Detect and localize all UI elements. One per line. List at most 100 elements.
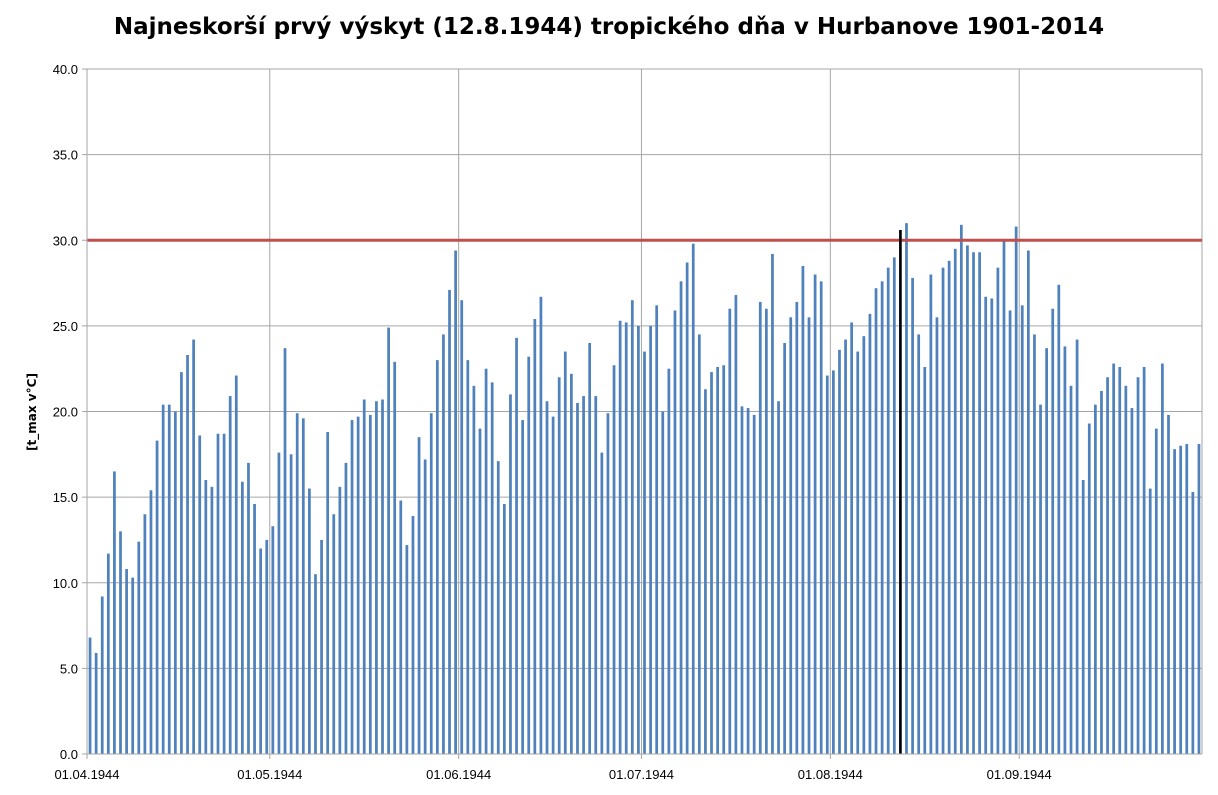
- data-bar: [630, 300, 634, 754]
- data-bar: [795, 301, 799, 754]
- data-bar: [204, 480, 208, 754]
- data-bar: [539, 296, 543, 754]
- data-bar: [393, 361, 397, 754]
- y-tick-label: 40.0: [53, 62, 78, 77]
- data-bar: [764, 308, 768, 754]
- data-bar: [996, 267, 1000, 754]
- data-bar: [533, 319, 537, 754]
- data-bar: [886, 267, 890, 754]
- data-bar: [1087, 423, 1091, 754]
- data-bar: [990, 298, 994, 754]
- data-bar: [502, 503, 506, 754]
- data-bar: [972, 252, 975, 755]
- data-bar: [1008, 310, 1012, 754]
- data-bar: [661, 411, 665, 754]
- y-tick-label: 25.0: [53, 319, 78, 334]
- data-bar: [624, 322, 628, 754]
- data-bar: [423, 459, 427, 754]
- data-bar: [551, 416, 555, 754]
- data-bar: [1161, 363, 1164, 754]
- data-bar: [417, 437, 421, 754]
- data-bar: [710, 372, 713, 754]
- data-bar: [1167, 414, 1170, 754]
- data-bar: [667, 368, 671, 754]
- data-bar: [1185, 444, 1189, 754]
- data-bar: [673, 310, 677, 754]
- data-bar: [563, 351, 567, 754]
- data-bar: [783, 343, 787, 754]
- data-bar: [119, 531, 122, 754]
- data-bar: [923, 366, 927, 754]
- data-bar: [813, 274, 817, 754]
- data-bar: [966, 245, 969, 754]
- data-bar: [1026, 250, 1030, 754]
- x-tick-label: 01.05.1944: [237, 767, 302, 782]
- y-tick-label: 15.0: [53, 490, 78, 505]
- data-bar: [1148, 488, 1152, 754]
- data-bar: [649, 325, 652, 754]
- data-bar: [259, 548, 263, 754]
- data-bar: [850, 322, 854, 754]
- data-bar: [515, 337, 518, 754]
- data-bar: [1051, 308, 1055, 754]
- data-bar: [606, 413, 610, 754]
- data-bar: [874, 288, 878, 754]
- data-bar: [789, 317, 793, 754]
- data-bar: [466, 360, 470, 754]
- y-tick-label: 10.0: [53, 576, 78, 591]
- data-bar: [953, 248, 957, 754]
- data-bar: [1124, 385, 1128, 754]
- data-bar: [844, 339, 847, 754]
- data-bar: [234, 375, 238, 754]
- data-bar: [265, 539, 269, 754]
- data-bar: [856, 351, 860, 754]
- data-bar: [210, 486, 214, 754]
- y-tick-label: 30.0: [53, 233, 78, 248]
- data-bar: [582, 396, 585, 754]
- data-bar: [173, 411, 177, 754]
- data-bar: [277, 452, 281, 754]
- data-bar: [442, 334, 445, 754]
- data-bar: [1130, 408, 1134, 754]
- data-bar: [143, 514, 147, 754]
- data-bar: [1106, 377, 1109, 754]
- data-bar: [1154, 428, 1158, 754]
- data-bar: [527, 356, 531, 754]
- data-bar: [959, 224, 963, 754]
- data-bar: [752, 414, 756, 754]
- data-bar: [1033, 334, 1036, 754]
- data-bar: [917, 334, 921, 754]
- data-bar: [356, 416, 360, 754]
- x-tick-label: 01.04.1944: [54, 767, 119, 782]
- data-bar: [338, 486, 342, 754]
- data-bar: [655, 305, 659, 754]
- data-bar: [362, 399, 366, 754]
- data-bar: [368, 414, 372, 754]
- data-bar: [637, 325, 640, 754]
- data-bar: [1179, 445, 1183, 754]
- data-bar: [180, 372, 183, 754]
- data-bar: [490, 382, 494, 754]
- data-bar: [472, 385, 476, 754]
- data-bar: [978, 252, 981, 755]
- data-bar: [405, 545, 409, 754]
- data-bar: [478, 428, 482, 754]
- data-bar: [125, 569, 128, 754]
- data-bar: [685, 262, 689, 754]
- data-bar: [984, 296, 988, 754]
- data-bar: [1020, 305, 1024, 754]
- data-bar: [247, 462, 250, 754]
- data-bar: [326, 432, 330, 754]
- data-bar: [825, 375, 829, 754]
- data-bar: [594, 396, 598, 754]
- data-bar: [375, 401, 378, 754]
- data-bar: [868, 313, 872, 754]
- data-bar: [570, 373, 573, 754]
- data-bar: [618, 320, 622, 754]
- data-bar: [253, 503, 256, 754]
- data-bar: [1045, 348, 1049, 754]
- data-bar: [100, 596, 104, 754]
- data-bar: [716, 366, 719, 754]
- data-bar: [1173, 449, 1176, 754]
- data-bar: [161, 404, 165, 754]
